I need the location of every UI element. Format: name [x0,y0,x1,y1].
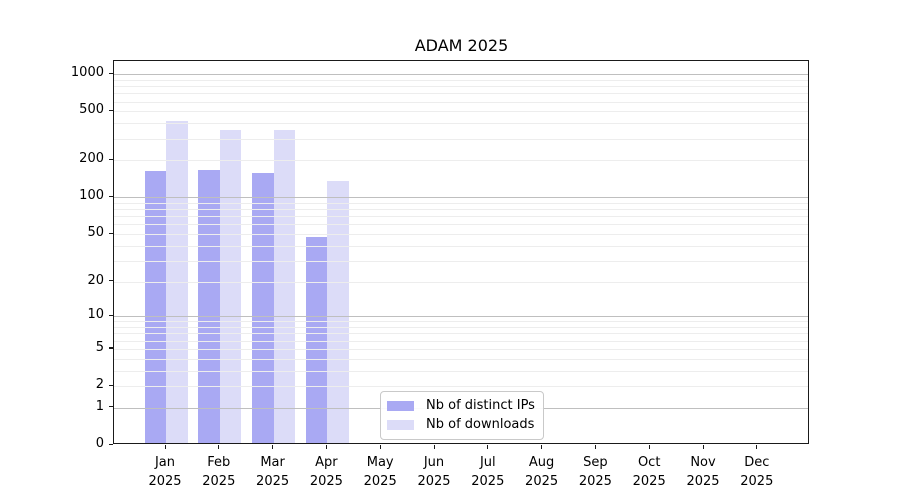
bar [273,130,296,444]
minor-gridline [114,138,808,140]
x-tick-label: Oct 2025 [632,455,666,489]
minor-gridline [114,209,808,211]
y-tick [108,406,113,408]
minor-gridline [114,340,808,342]
minor-gridline [114,245,808,247]
y-tick [108,314,113,317]
major-gridline [114,316,808,318]
legend-swatch [387,400,414,411]
x-tick [379,444,381,449]
minor-gridline [114,260,808,262]
y-tick [108,232,113,234]
minor-gridline [114,123,808,125]
y-tick [108,109,113,112]
minor-gridline [114,86,808,88]
y-tick [108,72,113,74]
y-tick-label: 200 [79,151,104,167]
minor-gridline [114,327,808,329]
y-tick [108,280,113,282]
legend: Nb of distinct IPs Nb of downloads [380,391,544,440]
y-tick [108,384,113,386]
x-tick-label: Dec 2025 [740,455,774,489]
legend-item: Nb of distinct IPs [387,396,537,415]
y-tick [108,443,113,445]
y-tick-label: 100 [79,188,104,204]
legend-label: Nb of distinct IPs [426,398,535,413]
minor-gridline [114,234,808,236]
x-tick-label: Jun 2025 [417,455,451,489]
minor-gridline [114,333,808,335]
x-tick-label: Sep 2025 [578,455,612,489]
x-tick-label: Jul 2025 [471,455,505,489]
chart-title: ADAM 2025 [414,36,509,55]
minor-gridline [114,281,808,283]
minor-gridline [114,348,808,350]
minor-gridline [114,101,808,103]
x-tick-label: Apr 2025 [309,455,343,489]
minor-gridline [114,358,808,360]
x-tick [756,444,758,449]
y-tick-label: 20 [87,272,104,288]
y-tick [108,158,113,161]
minor-gridline [114,216,808,218]
x-tick [594,444,597,449]
y-tick-label: 1000 [70,65,104,81]
x-tick-label: Nov 2025 [686,455,720,489]
x-tick [325,444,328,449]
legend-label: Nb of downloads [426,417,535,432]
x-tick-label: Aug 2025 [525,455,559,489]
y-tick-label: 10 [87,307,104,323]
x-tick [541,444,543,449]
minor-gridline [114,370,808,372]
y-tick-label: 50 [87,225,104,241]
minor-gridline [114,93,808,95]
minor-gridline [114,160,808,162]
bar [198,169,220,444]
y-tick-label: 0 [95,436,104,451]
x-tick-label: Mar 2025 [256,455,290,489]
bar [144,170,166,444]
y-tick-label: 1 [95,398,104,414]
legend-swatch [387,419,414,430]
x-tick-label: Jan 2025 [148,455,182,489]
bar [219,130,242,444]
y-tick-label: 5 [95,339,104,355]
minor-gridline [114,321,808,323]
x-tick [433,444,435,449]
y-tick-label: 2 [95,377,104,393]
x-tick [487,444,489,449]
x-tick [218,444,220,449]
x-tick [164,444,166,449]
minor-gridline [114,79,808,81]
x-tick [648,444,650,449]
bar [327,181,349,444]
minor-gridline [114,111,808,113]
y-tick [108,195,113,198]
bar [305,237,328,444]
minor-gridline [114,224,808,226]
y-tick [108,347,113,349]
plot-area [113,59,809,444]
x-tick [702,444,704,449]
legend-item: Nb of downloads [387,415,537,434]
x-tick-label: May 2025 [363,455,397,489]
major-gridline [114,197,808,199]
bar [252,173,274,444]
minor-gridline [114,386,808,388]
major-gridline [114,74,808,76]
minor-gridline [114,202,808,204]
x-tick [272,444,274,449]
x-tick-label: Feb 2025 [202,455,236,489]
y-tick-label: 500 [79,102,104,118]
